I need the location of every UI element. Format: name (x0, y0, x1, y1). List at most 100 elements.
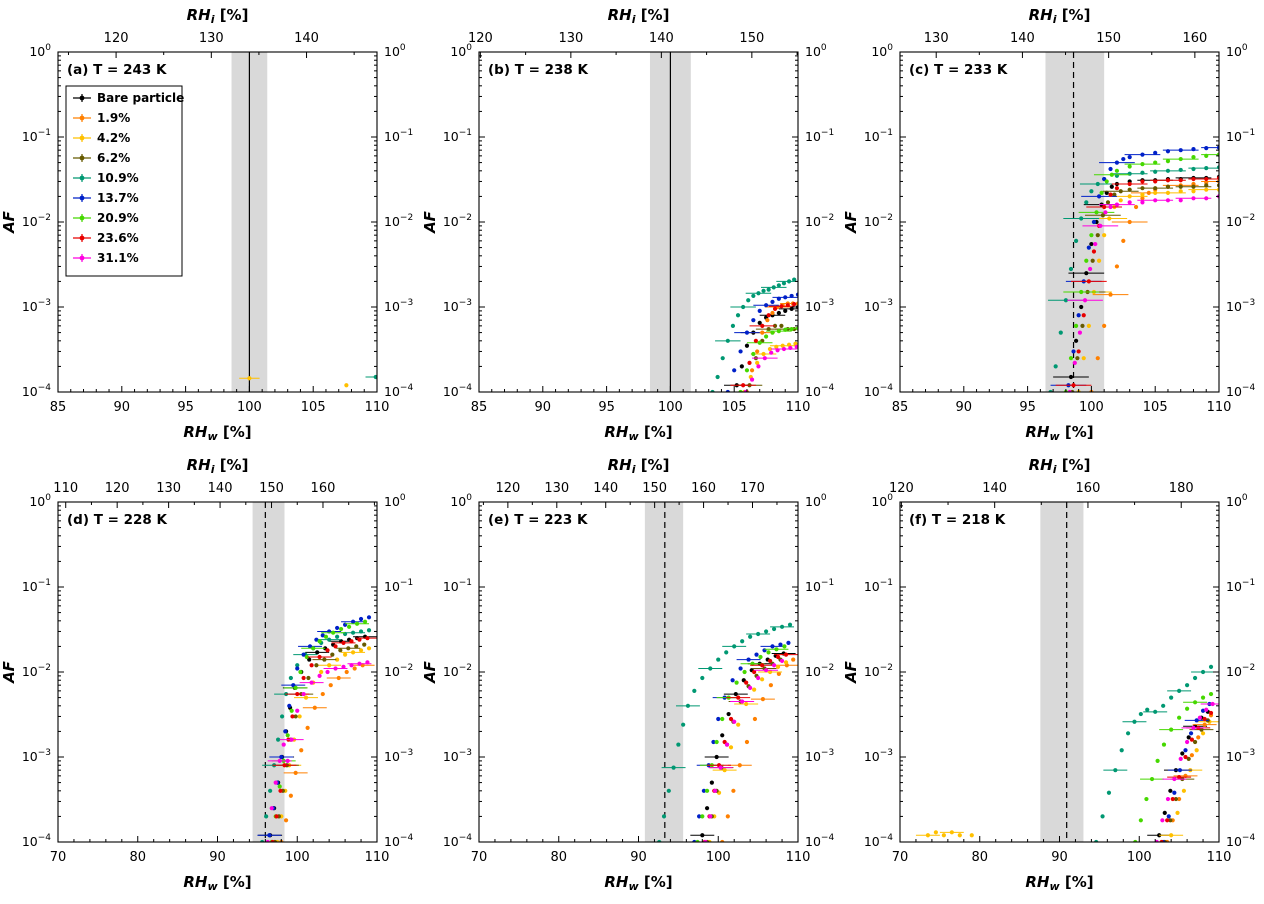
axis-label: RHw [%] (604, 873, 672, 893)
legend-label-c10_9: 10.9% (97, 171, 139, 185)
legend-label-c6_2: 6.2% (97, 151, 130, 165)
svg-text:150: 150 (739, 31, 764, 46)
svg-text:100: 100 (450, 43, 472, 59)
svg-text:100: 100 (805, 493, 827, 509)
axis-label: RHi [%] (187, 6, 249, 26)
series-c10_9 (1084, 664, 1216, 842)
svg-text:10−4: 10−4 (864, 833, 893, 849)
svg-text:10−2: 10−2 (443, 663, 472, 679)
svg-text:10−1: 10−1 (864, 128, 893, 144)
svg-text:150: 150 (1096, 31, 1121, 46)
svg-text:10−4: 10−4 (1226, 833, 1255, 849)
series-bare (690, 651, 796, 838)
svg-text:10−3: 10−3 (22, 748, 51, 764)
svg-text:160: 160 (691, 481, 716, 496)
series-c13_7 (257, 615, 372, 838)
svg-text:130: 130 (924, 31, 949, 46)
svg-text:120: 120 (105, 481, 130, 496)
axis-label: RHi [%] (608, 456, 670, 476)
series-c23_6 (1149, 710, 1214, 842)
panel-title: (e) T = 223 K (488, 512, 588, 528)
svg-text:110: 110 (786, 400, 811, 415)
svg-text:140: 140 (593, 481, 618, 496)
svg-text:100: 100 (285, 850, 310, 865)
svg-text:10−3: 10−3 (864, 298, 893, 314)
panel-b: 85 90 95 100 105 110 120 130 140 150 100 100 10−1 10−… (421, 0, 842, 450)
panel-c: 85 90 95 100 105 110 130 140 150 160 100 100 10−1 10−… (842, 0, 1263, 450)
svg-text:105: 105 (722, 400, 747, 415)
series-c4_2 (1060, 187, 1219, 392)
legend-label-c23_6: 23.6% (97, 231, 139, 245)
svg-text:120: 120 (889, 481, 914, 496)
series-c10_9 (647, 622, 795, 842)
svg-text:10−3: 10−3 (864, 748, 893, 764)
svg-text:10−1: 10−1 (443, 578, 472, 594)
svg-text:95: 95 (177, 400, 194, 415)
series-c10_9 (699, 277, 798, 392)
svg-text:10−2: 10−2 (805, 663, 834, 679)
svg-text:90: 90 (209, 850, 226, 865)
svg-text:140: 140 (208, 481, 233, 496)
svg-text:130: 130 (544, 481, 569, 496)
svg-text:10−3: 10−3 (805, 748, 834, 764)
axis-label: RHi [%] (608, 6, 670, 26)
svg-text:100: 100 (1127, 850, 1152, 865)
svg-text:120: 120 (104, 31, 129, 46)
svg-text:10−4: 10−4 (443, 833, 472, 849)
svg-text:120: 120 (468, 31, 493, 46)
svg-text:95: 95 (598, 400, 615, 415)
series-layer (699, 277, 798, 392)
svg-text:10−1: 10−1 (22, 128, 51, 144)
svg-text:80: 80 (550, 850, 567, 865)
axis-label: RHw [%] (604, 423, 672, 443)
svg-text:100: 100 (706, 850, 731, 865)
svg-text:10−4: 10−4 (805, 383, 834, 399)
svg-text:10−4: 10−4 (805, 833, 834, 849)
svg-text:100: 100 (384, 43, 406, 59)
plot-frame (478, 501, 799, 843)
panel-title: (a) T = 243 K (67, 62, 167, 78)
svg-text:120: 120 (495, 481, 520, 496)
axis-label: RHw [%] (1025, 423, 1093, 443)
svg-text:100: 100 (1226, 43, 1248, 59)
svg-text:10−3: 10−3 (1226, 298, 1255, 314)
svg-text:130: 130 (156, 481, 181, 496)
svg-text:10−2: 10−2 (384, 663, 413, 679)
svg-text:10−4: 10−4 (443, 383, 472, 399)
svg-text:10−1: 10−1 (384, 578, 413, 594)
axis-label: RHi [%] (187, 456, 249, 476)
svg-text:100: 100 (658, 400, 683, 415)
series-c20_9 (259, 619, 370, 842)
legend-label-c31_1: 31.1% (97, 251, 139, 265)
svg-text:100: 100 (29, 493, 51, 509)
svg-text:90: 90 (1051, 850, 1068, 865)
axis-label: RHw [%] (1025, 873, 1093, 893)
series-c6_2 (1152, 718, 1214, 842)
series-layer (1032, 145, 1219, 392)
svg-text:10−2: 10−2 (864, 213, 893, 229)
svg-text:10−4: 10−4 (384, 833, 413, 849)
series-layer (250, 615, 377, 842)
panel-title: (d) T = 228 K (67, 512, 168, 528)
svg-text:10−1: 10−1 (1226, 128, 1255, 144)
svg-text:100: 100 (450, 493, 472, 509)
series-c23_6 (1055, 175, 1219, 388)
svg-text:10−4: 10−4 (22, 833, 51, 849)
svg-text:10−3: 10−3 (805, 298, 834, 314)
svg-text:110: 110 (786, 850, 811, 865)
series-c13_7 (1151, 701, 1212, 842)
svg-text:110: 110 (365, 400, 390, 415)
series-c13_7 (715, 292, 798, 392)
panel-b-plot: 85 90 95 100 105 110 120 130 140 150 100 100 10−1 10−… (421, 6, 834, 443)
svg-text:10−2: 10−2 (22, 213, 51, 229)
svg-text:70: 70 (892, 850, 909, 865)
svg-text:85: 85 (471, 400, 488, 415)
panel-f-plot: 70 80 90 100 110 120 140 160 180 100 100 10−1 10−1 10… (842, 456, 1255, 893)
svg-text:95: 95 (1019, 400, 1036, 415)
series-c31_1 (693, 658, 785, 842)
svg-text:150: 150 (642, 481, 667, 496)
svg-text:90: 90 (114, 400, 131, 415)
svg-text:105: 105 (301, 400, 326, 415)
y-axis-label: AF (421, 660, 439, 684)
